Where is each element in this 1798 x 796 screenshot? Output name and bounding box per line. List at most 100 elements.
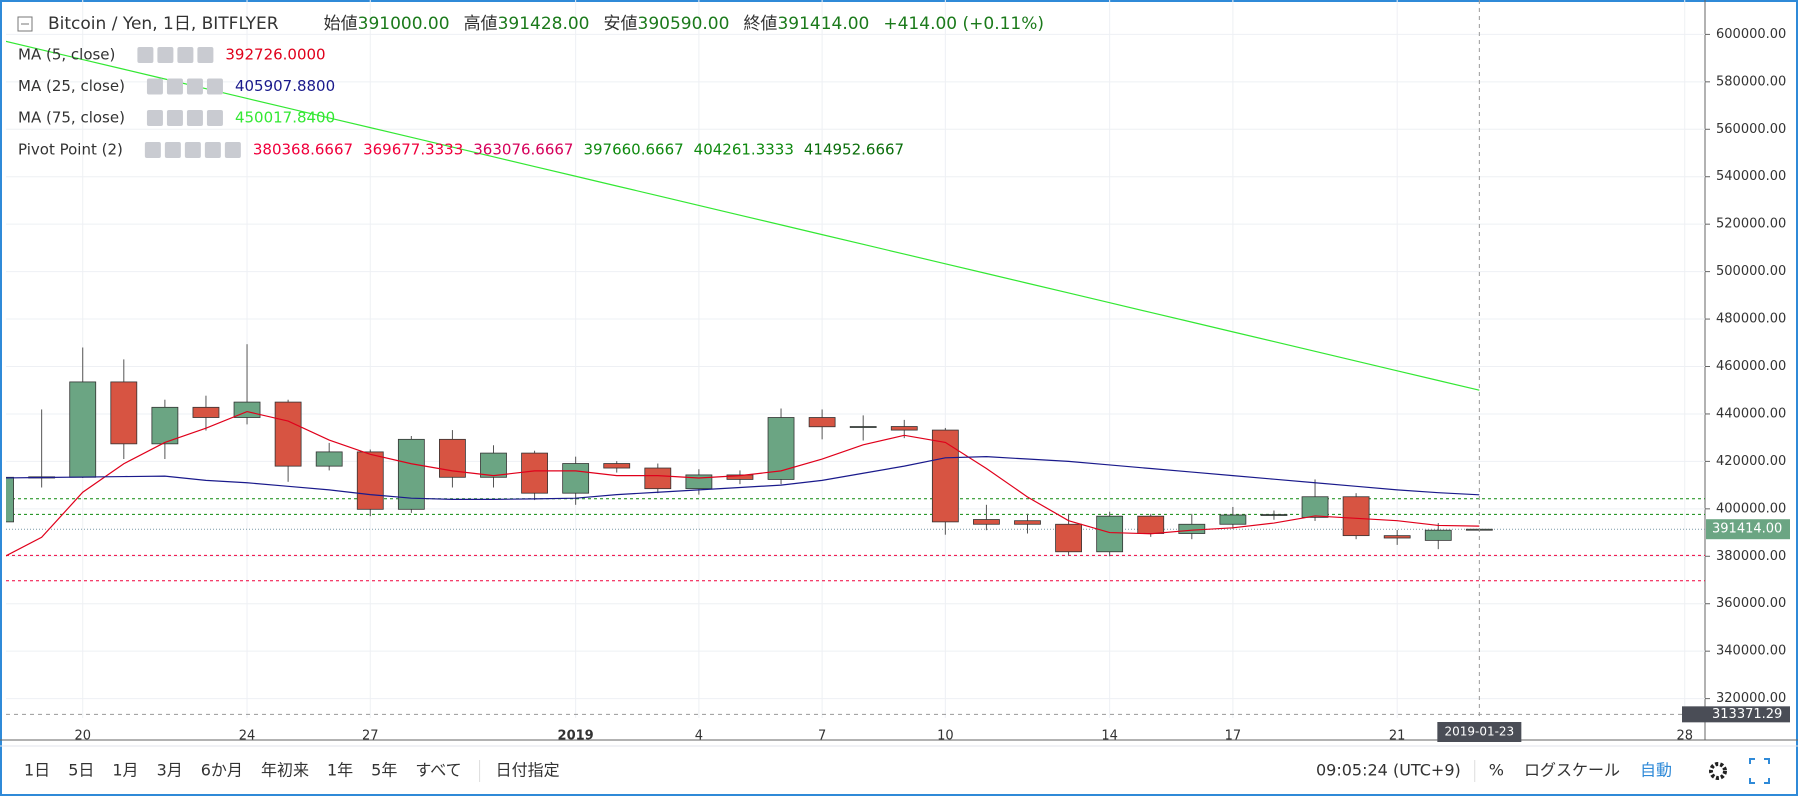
candle-body <box>1342 496 1370 537</box>
percent-button[interactable]: % <box>1489 761 1504 780</box>
goto-date-button[interactable]: 日付指定 <box>496 761 560 780</box>
candle-body <box>973 519 1000 525</box>
ohlc-value: 391000.00 <box>358 14 450 34</box>
y-tick-label: 400000.00 <box>1716 501 1786 516</box>
indicator-icon[interactable] <box>224 142 241 158</box>
indicator-icon[interactable] <box>166 78 183 95</box>
indicator-name: Pivot Point (2) <box>18 141 123 159</box>
x-tick-label: 7 <box>818 729 826 744</box>
x-tick-label: 20 <box>74 729 91 744</box>
candle-body <box>890 426 918 431</box>
ohlc-value: 390590.00 <box>638 14 730 34</box>
clock: 09:05:24 (UTC+9) <box>1316 761 1461 780</box>
indicator-icon[interactable] <box>206 110 223 126</box>
indicator-icon[interactable] <box>166 110 183 126</box>
candle-body <box>69 381 97 478</box>
indicator-icon[interactable] <box>177 47 194 63</box>
ohlc-label: 高値 <box>464 14 498 34</box>
price-tag <box>1682 706 1790 723</box>
x-tick-label: 21 <box>1389 729 1406 744</box>
candle-body <box>110 381 138 445</box>
auto-scale-button[interactable]: 自動 <box>1640 761 1672 780</box>
pivot-value: 369677.3333 <box>363 141 463 159</box>
candle-body <box>1301 496 1329 518</box>
x-tick-label: 24 <box>239 729 256 744</box>
range-button[interactable]: 6か月 <box>201 761 243 780</box>
range-button[interactable]: 年初来 <box>261 761 309 780</box>
indicator-value: 392726.0000 <box>225 46 325 64</box>
pivot-value: 404261.3333 <box>694 141 794 159</box>
candle-body <box>1260 514 1288 516</box>
range-button[interactable]: すべて <box>415 761 461 780</box>
pivot-value: 414952.6667 <box>804 141 904 159</box>
indicator-icon[interactable] <box>146 110 163 126</box>
indicator-value: 450017.8400 <box>235 109 335 127</box>
y-tick-label: 520000.00 <box>1716 217 1786 232</box>
y-tick-label: 480000.00 <box>1716 312 1786 327</box>
ohlc-label: 始値 <box>324 14 358 34</box>
candle-body <box>480 452 507 478</box>
indicator-icon[interactable] <box>164 142 181 158</box>
candle-body <box>1219 514 1247 525</box>
range-button[interactable]: 5日 <box>68 761 94 780</box>
candle-body <box>521 452 548 494</box>
candle-body <box>849 426 877 428</box>
candle-body <box>726 474 754 480</box>
y-tick-label: 580000.00 <box>1716 74 1786 89</box>
candle-body <box>315 451 343 467</box>
x-tick-label: 10 <box>937 729 954 744</box>
x-tick-label: 14 <box>1101 729 1118 744</box>
indicator-icon[interactable] <box>204 142 221 158</box>
ohlc-value: 391428.00 <box>498 14 590 34</box>
range-button[interactable]: 5年 <box>371 761 397 780</box>
settings-button[interactable] <box>1709 762 1727 780</box>
candle-body <box>562 463 590 494</box>
candle-body <box>274 401 302 467</box>
candle-body <box>1424 529 1452 541</box>
indicator-icon[interactable] <box>206 78 223 95</box>
indicator-name: MA (5, close) <box>18 46 115 64</box>
y-tick-label: 540000.00 <box>1716 169 1786 184</box>
x-tick-label: 17 <box>1225 729 1242 744</box>
y-tick-label: 440000.00 <box>1716 406 1786 421</box>
y-tick-label: 340000.00 <box>1716 644 1786 659</box>
indicator-icon[interactable] <box>137 47 154 63</box>
candle-body <box>356 451 384 510</box>
indicator-icon[interactable] <box>197 47 214 63</box>
candle-body <box>1014 520 1041 525</box>
ma-line <box>6 40 1480 391</box>
y-tick-label: 500000.00 <box>1716 264 1786 279</box>
range-button[interactable]: 1日 <box>24 761 50 780</box>
y-tick-label: 320000.00 <box>1716 691 1786 706</box>
candle-body <box>1137 515 1165 534</box>
indicator-icon[interactable] <box>186 110 203 126</box>
ma-line <box>6 456 1480 500</box>
y-tick-label: 380000.00 <box>1716 549 1786 564</box>
candle-body <box>685 474 713 490</box>
collapse-button[interactable] <box>17 16 33 32</box>
range-button[interactable]: 1月 <box>112 761 138 780</box>
x-tick-label: 27 <box>362 729 379 744</box>
log-scale-button[interactable]: ログスケール <box>1524 761 1620 780</box>
x-tick-label: 4 <box>695 729 703 744</box>
candle-body <box>1055 523 1082 553</box>
indicator-icon[interactable] <box>144 142 161 158</box>
candle-body <box>603 463 631 469</box>
range-button[interactable]: 3月 <box>157 761 183 780</box>
candle-body <box>644 467 672 490</box>
candle-body <box>931 429 959 523</box>
y-tick-label: 460000.00 <box>1716 359 1786 374</box>
y-tick-label: 560000.00 <box>1716 122 1786 137</box>
range-button[interactable]: 1年 <box>327 761 353 780</box>
fullscreen-button[interactable] <box>1749 758 1770 784</box>
indicator-icon[interactable] <box>146 78 163 95</box>
indicator-icon[interactable] <box>184 142 201 158</box>
price-tag <box>1706 519 1790 540</box>
indicator-icon[interactable] <box>186 78 203 95</box>
indicator-icon[interactable] <box>157 47 174 63</box>
ohlc-value: 391414.00 <box>777 14 869 34</box>
candle-body <box>1178 523 1206 534</box>
candle-body <box>192 406 220 418</box>
